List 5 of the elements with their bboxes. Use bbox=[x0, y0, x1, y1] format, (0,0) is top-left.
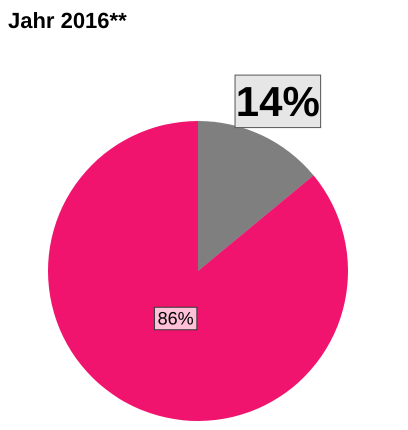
pie-slice bbox=[48, 121, 348, 421]
chart-title: Jahr 2016** bbox=[8, 8, 127, 34]
data-label: 14% bbox=[236, 78, 320, 125]
pie-slice bbox=[198, 121, 314, 271]
data-label: 86% bbox=[158, 308, 194, 329]
